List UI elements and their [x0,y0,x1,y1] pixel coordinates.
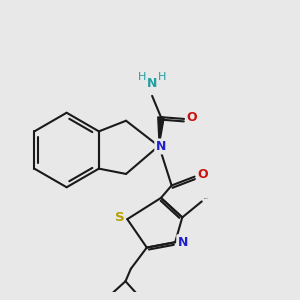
Text: O: O [187,111,197,124]
Text: N: N [178,236,188,249]
Text: H: H [138,72,146,82]
Text: methyl: methyl [203,197,208,199]
Text: H: H [158,72,166,82]
Text: N: N [156,140,166,153]
Text: O: O [197,168,208,181]
Text: S: S [115,211,124,224]
Polygon shape [158,117,164,146]
Text: N: N [147,77,157,90]
